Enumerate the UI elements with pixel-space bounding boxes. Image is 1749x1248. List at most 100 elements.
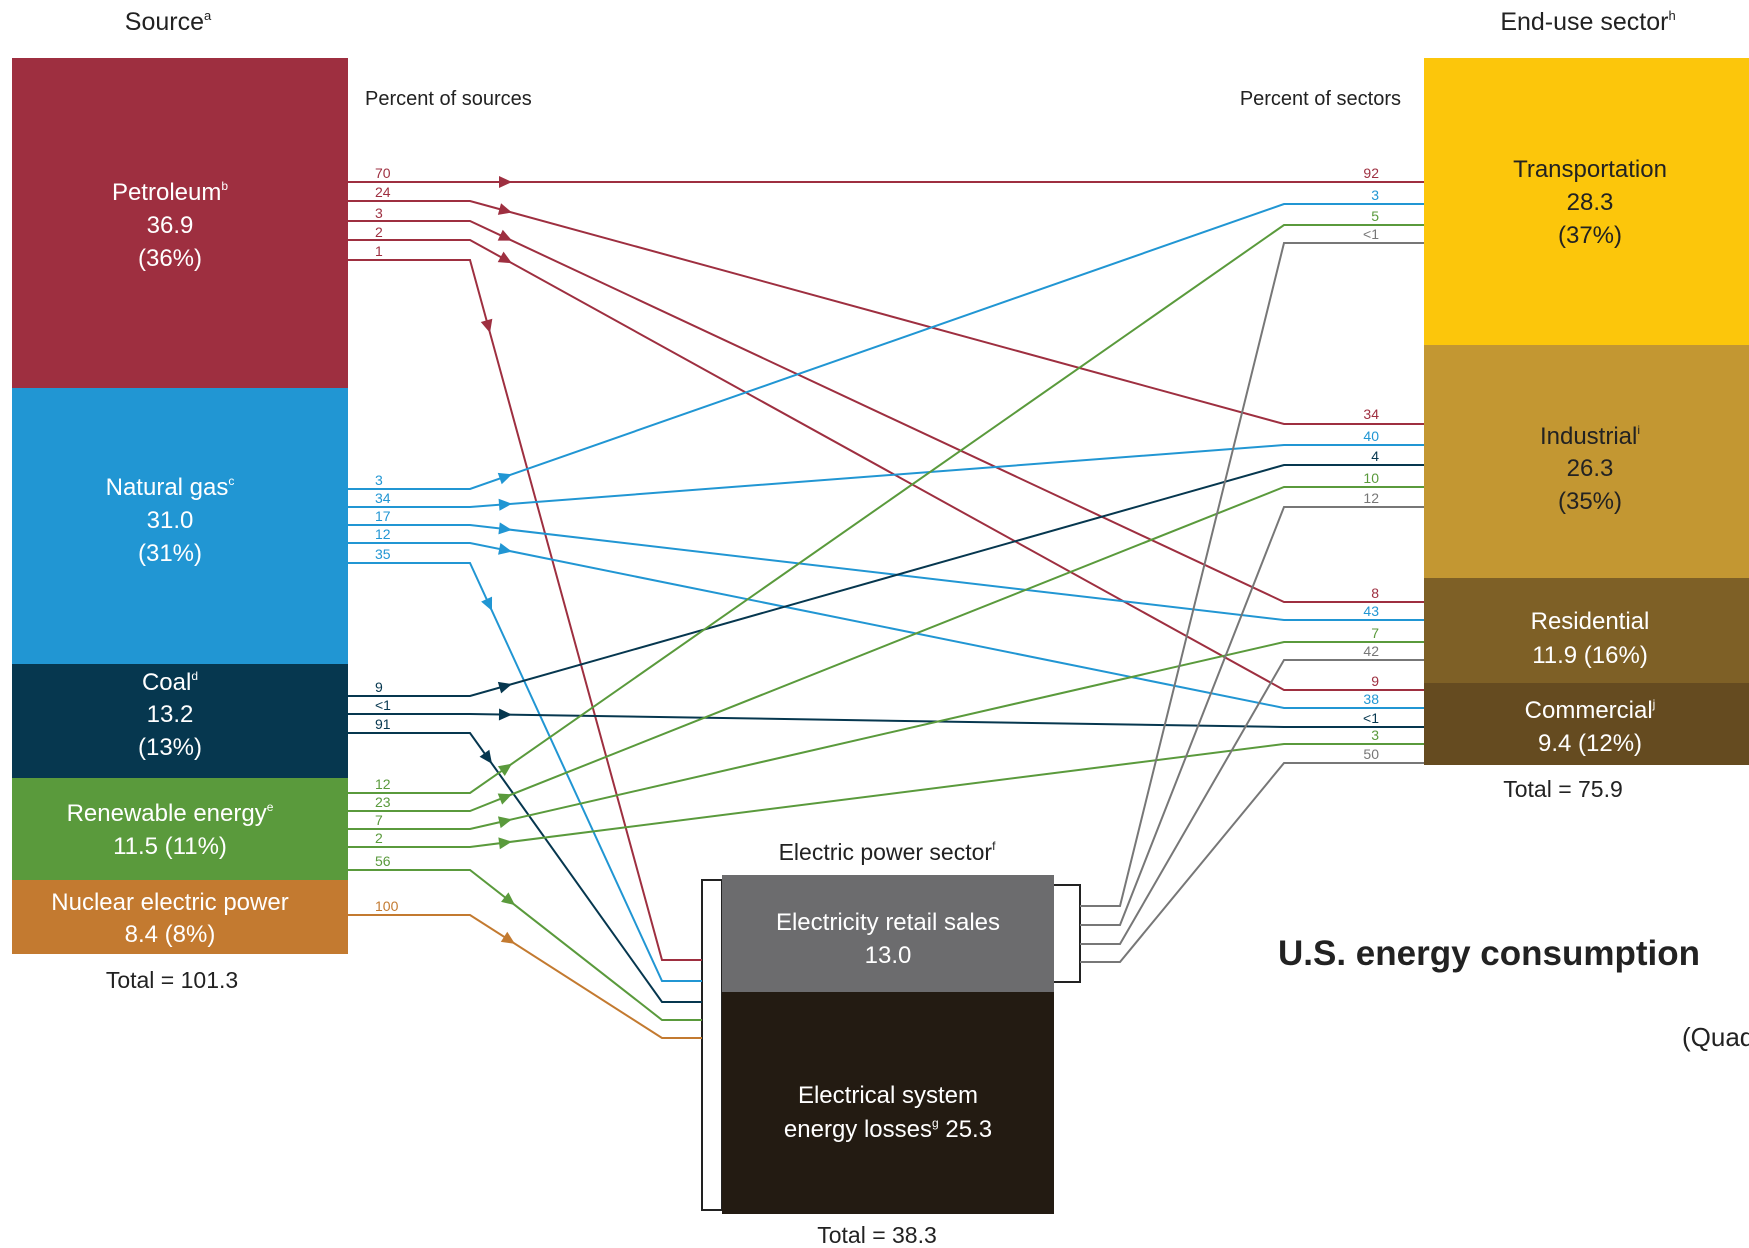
transportation-percent: (37%): [1558, 222, 1622, 249]
source-percent-label: 12: [375, 776, 391, 792]
flow-natural_gas-to-residential: [348, 524, 1424, 621]
flow-natural_gas-to-industrial: [348, 444, 1424, 508]
natural-gas-box[interactable]: [12, 388, 348, 664]
natural-gas-name: Natural gasc: [106, 474, 235, 501]
sector-percent-label: 38: [1363, 691, 1379, 707]
flow-arrow-natural_gas-to-transportation: [497, 472, 512, 485]
sector-percent-label: 42: [1363, 643, 1379, 659]
petroleum-value: 36.9: [147, 212, 194, 239]
commercial-box[interactable]: [1424, 683, 1749, 765]
electric-power-sector-title: Electric power sectorf: [779, 839, 996, 865]
source-percent-label: 56: [375, 853, 391, 869]
flow-arrow-renewable-to-commercial: [498, 837, 512, 850]
sector-percent-label: 8: [1371, 585, 1379, 601]
petroleum-name: Petroleumb: [112, 179, 228, 206]
sector-percent-label: 50: [1363, 746, 1379, 762]
source-percent-label: 35: [375, 546, 391, 562]
flow-electric_power-to-residential: [1080, 659, 1424, 945]
sector-percent-label: <1: [1363, 226, 1379, 242]
sector-percent-label: 12: [1363, 490, 1379, 506]
flow-arrow-petroleum-to-industrial: [497, 203, 512, 215]
renewable-energy-name: Renewable energye: [67, 800, 274, 827]
coal-value: 13.2: [147, 701, 194, 728]
electric-bracket-right: [1049, 884, 1081, 983]
commercial-name: Commercialj: [1525, 697, 1656, 724]
residential-value: 11.9 (16%): [1532, 642, 1648, 669]
retail-sales-value: 13.0: [865, 942, 912, 969]
flow-renewable-to-commercial: [348, 743, 1424, 848]
flow-electric_power-to-industrial: [1080, 506, 1424, 926]
sector-percent-label: 40: [1363, 428, 1379, 444]
source-percent-label: 70: [375, 165, 391, 181]
sector-percent-label: <1: [1363, 710, 1379, 726]
source-boxes: [12, 58, 348, 954]
source-percent-label: 12: [375, 526, 391, 542]
electricity-retail-sales-box[interactable]: [722, 875, 1054, 992]
sector-percent-label: 10: [1363, 470, 1379, 486]
petroleum-percent: (36%): [138, 245, 202, 272]
natural-gas-percent: (31%): [138, 540, 202, 567]
electric-total: Total = 38.3: [817, 1222, 937, 1248]
chart-title: U.S. energy consumption: [1278, 934, 1700, 973]
sector-boxes: [1424, 58, 1749, 765]
flow-renewable-to-industrial: [348, 486, 1424, 812]
flow-coal-to-electric_power: [348, 732, 702, 1003]
flow-arrow-petroleum-to-electric_power: [480, 318, 493, 333]
flow-coal-to-commercial: [348, 713, 1424, 728]
transportation-value: 28.3: [1567, 189, 1614, 216]
source-percent-label: <1: [375, 697, 391, 713]
residential-box[interactable]: [1424, 578, 1749, 683]
flow-arrow-coal-to-commercial: [498, 708, 512, 721]
source-percent-label: 3: [375, 205, 383, 221]
end-use-header: End-use sectorh: [1500, 8, 1675, 36]
source-percent-label: 24: [375, 184, 391, 200]
source-percent-label: 17: [375, 508, 391, 524]
flow-arrow-renewable-to-electric_power: [501, 892, 515, 906]
flow-arrow-nuclear-to-electric_power: [500, 931, 515, 944]
source-percent-label: 1: [375, 243, 383, 259]
flow-arrow-petroleum-to-residential: [497, 229, 512, 241]
sector-percent-label: 7: [1371, 625, 1379, 641]
flow-petroleum-to-commercial: [348, 239, 1424, 691]
nuclear-electric-power-value: 8.4 (8%): [125, 921, 216, 948]
source-percent-label: 7: [375, 812, 383, 828]
coal-box[interactable]: [12, 664, 348, 778]
sector-percent-label: 92: [1363, 165, 1379, 181]
flow-electric_power-to-commercial: [1080, 762, 1424, 963]
commercial-value: 9.4 (12%): [1538, 730, 1642, 757]
flow-renewable-to-electric_power: [348, 869, 702, 1021]
sector-percent-label: 3: [1371, 187, 1379, 203]
transportation-name: Transportation: [1513, 156, 1667, 183]
flow-arrow-natural_gas-to-electric_power: [481, 596, 493, 611]
flow-natural_gas-to-electric_power: [348, 562, 702, 982]
source-percent-label: 2: [375, 830, 383, 846]
residential-name: Residential: [1531, 608, 1650, 635]
source-total: Total = 101.3: [106, 967, 238, 993]
petroleum-box[interactable]: [12, 58, 348, 388]
flow-petroleum-to-residential: [348, 220, 1424, 603]
source-percent-label: 9: [375, 679, 383, 695]
flow-arrow-renewable-to-industrial: [497, 793, 512, 805]
transportation-box[interactable]: [1424, 58, 1749, 345]
electrical-system-losses-box[interactable]: [722, 992, 1054, 1214]
flow-arrow-coal-to-industrial: [497, 681, 512, 694]
renewable-energy-box[interactable]: [12, 778, 348, 880]
flow-renewable-to-transportation: [348, 224, 1424, 794]
flow-nuclear-to-electric_power: [348, 914, 702, 1039]
sector-percent-label: 4: [1371, 448, 1379, 464]
flow-arrow-coal-to-electric_power: [479, 749, 492, 764]
coal-name: Coald: [142, 669, 198, 696]
industrial-box[interactable]: [1424, 345, 1749, 578]
percent-of-sources-label: Percent of sources: [365, 88, 532, 110]
flow-arrow-natural_gas-to-industrial: [498, 498, 512, 511]
flow-natural_gas-to-commercial: [348, 542, 1424, 709]
source-percent-label: 2: [375, 224, 383, 240]
sector-percent-label: 43: [1363, 603, 1379, 619]
nuclear-electric-power-box[interactable]: [12, 880, 348, 954]
source-percent-label: 23: [375, 794, 391, 810]
percent-of-sectors-label: Percent of sectors: [1240, 88, 1401, 110]
source-percent-label: 3: [375, 472, 383, 488]
flow-coal-to-industrial: [348, 464, 1424, 697]
natural-gas-value: 31.0: [147, 507, 194, 534]
